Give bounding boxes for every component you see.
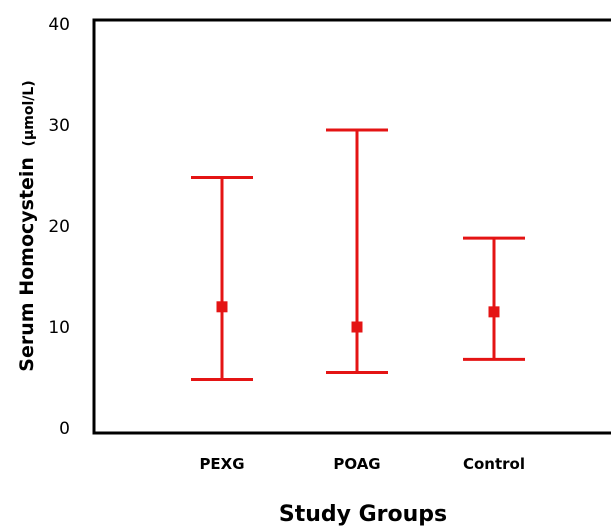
error-bar-marks [191, 128, 525, 382]
error-bar-control [463, 236, 525, 361]
x-tick-label: PEXG [199, 455, 244, 473]
mean-marker [216, 301, 228, 313]
plot-frame [92, 18, 611, 435]
y-axis-title-unit: (μmol/L) [21, 80, 37, 146]
y-tick-label: 30 [48, 116, 70, 136]
x-tick-label: POAG [333, 455, 380, 473]
y-tick-label: 20 [48, 217, 70, 237]
x-axis-ticks: PEXG POAG Control [199, 455, 525, 473]
y-tick-label: 10 [48, 318, 70, 338]
error-bar-poag [326, 128, 388, 374]
y-axis-ticks: 0 10 20 30 40 [48, 15, 70, 439]
y-tick-label: 40 [48, 15, 70, 35]
x-tick-label: Control [463, 455, 525, 473]
x-axis-title: Study Groups [279, 502, 447, 527]
mean-marker [488, 306, 500, 318]
y-axis-title-main: Serum Homocystein [16, 157, 38, 372]
y-tick-label: 0 [59, 419, 70, 439]
error-bar-pexg [191, 176, 253, 382]
mean-marker [351, 321, 363, 333]
y-axis-title: Serum Homocystein (μmol/L) [16, 80, 38, 371]
